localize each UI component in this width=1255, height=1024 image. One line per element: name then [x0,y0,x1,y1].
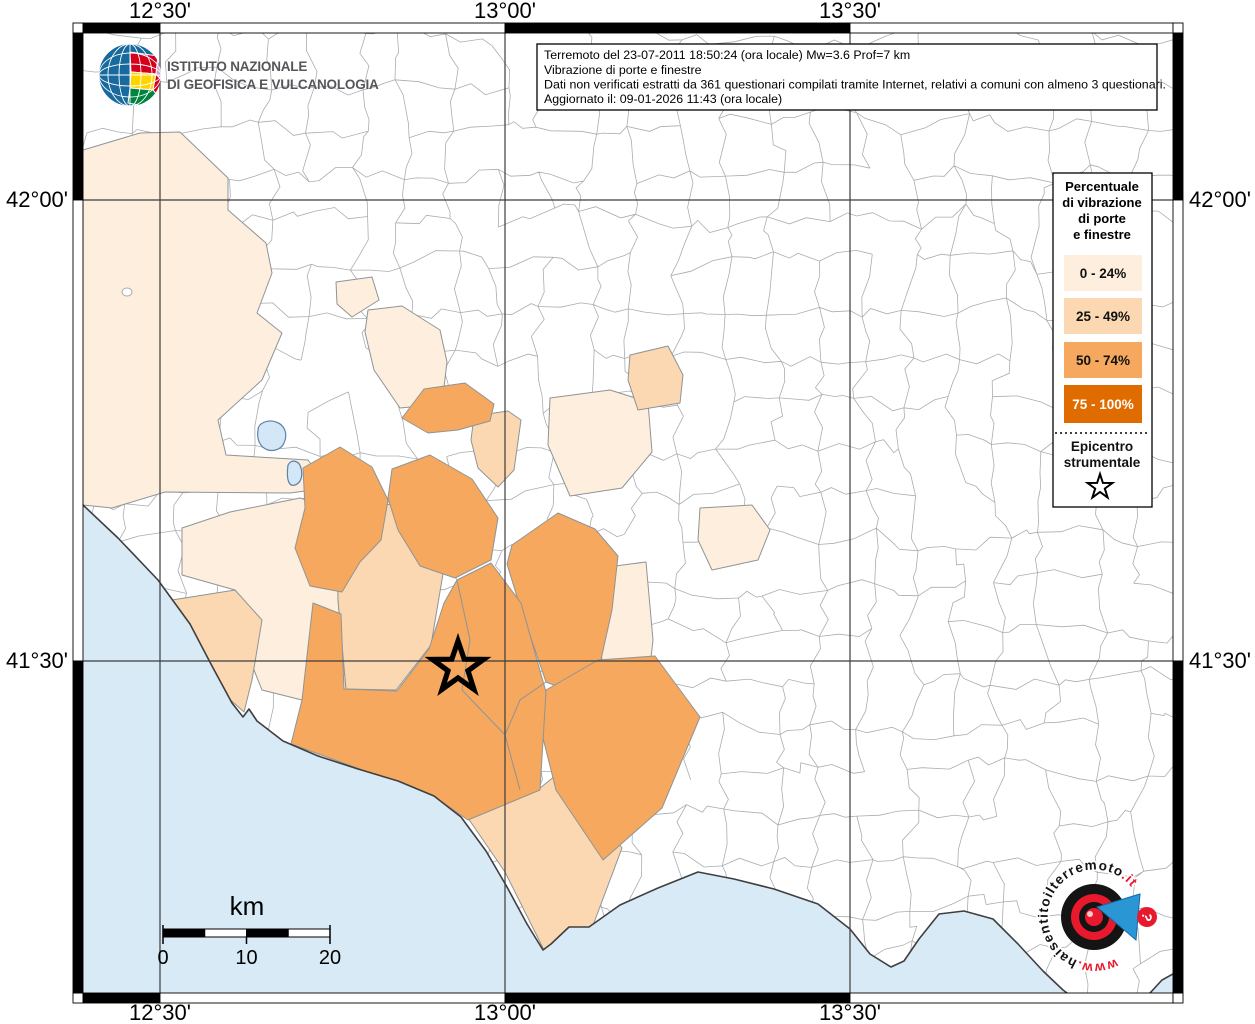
coastline [1149,973,1173,993]
frame-segment [159,992,506,1004]
axis-label-bottom: 13°00' [474,1000,536,1024]
legend-frame [1052,172,1153,508]
question-ball-icon [1137,907,1157,927]
axis-label-bottom: 12°30' [129,1000,191,1024]
frame-segment [849,22,1174,34]
legend-title-line: Percentuale [1065,179,1139,194]
legend-label-25-49: 25 - 49% [1076,309,1130,324]
epicenter-star-icon [424,632,492,696]
region-cream [547,389,653,497]
scale-bar-unit: km [230,891,265,921]
region-orange [387,454,499,579]
frame-segment [82,22,161,34]
legend-star-icon [1084,470,1116,501]
frame-segment [849,992,1174,1004]
region-orange [506,512,619,701]
axis-label-left: 42°00' [6,187,68,212]
axis-label-top: 12°30' [129,0,191,23]
legend-label-50-74: 50 - 74% [1076,353,1130,368]
legend-swatch-25-49 [1064,298,1142,334]
legend-epicenter-line1: Epicentro [1071,439,1133,454]
lake-albano [257,420,287,452]
legend-title-line: e finestre [1073,227,1131,242]
legend-epicenter-line2: strumentale [1064,455,1141,470]
coastline [83,504,1068,993]
ingv-name-line1: ISTITUTO NAZIONALE [167,59,307,74]
small-pond [121,287,133,297]
frame-corner [1172,992,1184,1004]
frame-segment [504,22,851,34]
scale-segment [246,928,289,938]
frame-corner [1172,22,1184,34]
scale-tick-label: 20 [319,947,341,969]
scale-segment [204,928,247,938]
legend-title-line: di porte [1078,211,1126,226]
map-generated-content [83,33,1173,993]
question-mark: ? [1138,911,1156,923]
region-orange-epicenter [290,562,547,821]
frame-segment [159,22,506,34]
legend-label-0-24: 0 - 24% [1080,266,1127,281]
scale-segment [162,928,206,938]
sea [1150,974,1173,993]
bullseye-highlight [1087,911,1093,917]
scale-segment [287,928,331,938]
graticule [83,33,1173,993]
axis-label-bottom: 13°30' [819,1000,881,1024]
region-peach [627,345,684,411]
region-cream [697,504,771,571]
axis-label-right: 41°30' [1189,648,1251,673]
bullseye-center [1085,908,1103,926]
legend-title-line: di vibrazione [1062,195,1141,210]
axis-label-left: 41°30' [6,648,68,673]
frame-segment [1172,199,1184,662]
frame-corner [72,22,84,34]
frame-segment [1172,32,1184,201]
ingv-name-line2: DI GEOFISICA E VULCANOLOGIA [167,77,379,92]
frame-segment [72,199,84,662]
title-line-event: Terremoto del 23-07-2011 18:50:24 (ora l… [544,48,910,62]
title-line-updated: Aggiornato il: 09-01-2026 11:43 (ora loc… [544,92,782,106]
lake-nemi [286,460,303,486]
title-box-frame [536,43,1158,111]
legend: Percentuale di vibrazione di porte e fin… [1052,172,1153,508]
title-box: Terremoto del 23-07-2011 18:50:24 (ora l… [536,43,1166,111]
watermark-www: www. [1074,956,1121,976]
axis-label-right: 42°00' [1189,187,1251,212]
region-orange [401,382,495,434]
map-frame [72,22,1184,1004]
region-roma [83,131,329,509]
frame-segment [72,32,84,201]
sea [83,505,1067,993]
region-orange [540,655,701,861]
axis-labels: 12°30' 13°00' 13°30' 12°30' 13°00' 13°30… [6,0,1251,1024]
legend-swatch-75-100 [1064,385,1142,423]
legend-swatch-50-74 [1064,342,1142,378]
scale-tick-label: 0 [157,947,168,969]
frame-corner [72,992,84,1004]
municipality-border [456,579,547,791]
legend-swatch-0-24 [1064,255,1142,291]
frame-segment [72,660,84,994]
region-cream [335,276,380,318]
frame-segment [1172,660,1184,994]
scale-tick-label: 10 [235,947,257,969]
title-line-effect: Vibrazione di porte e finestre [544,63,702,77]
region-peach [470,410,522,488]
scale-bar: km 0 10 20 [157,891,341,969]
legend-label-75-100: 75 - 100% [1072,397,1134,412]
axis-label-top: 13°00' [474,0,536,23]
title-line-data-note: Dati non verificati estratti da 361 ques… [544,78,1166,92]
frame-segment [504,992,851,1004]
region-orange [294,446,389,593]
axis-label-top: 13°30' [819,0,881,23]
